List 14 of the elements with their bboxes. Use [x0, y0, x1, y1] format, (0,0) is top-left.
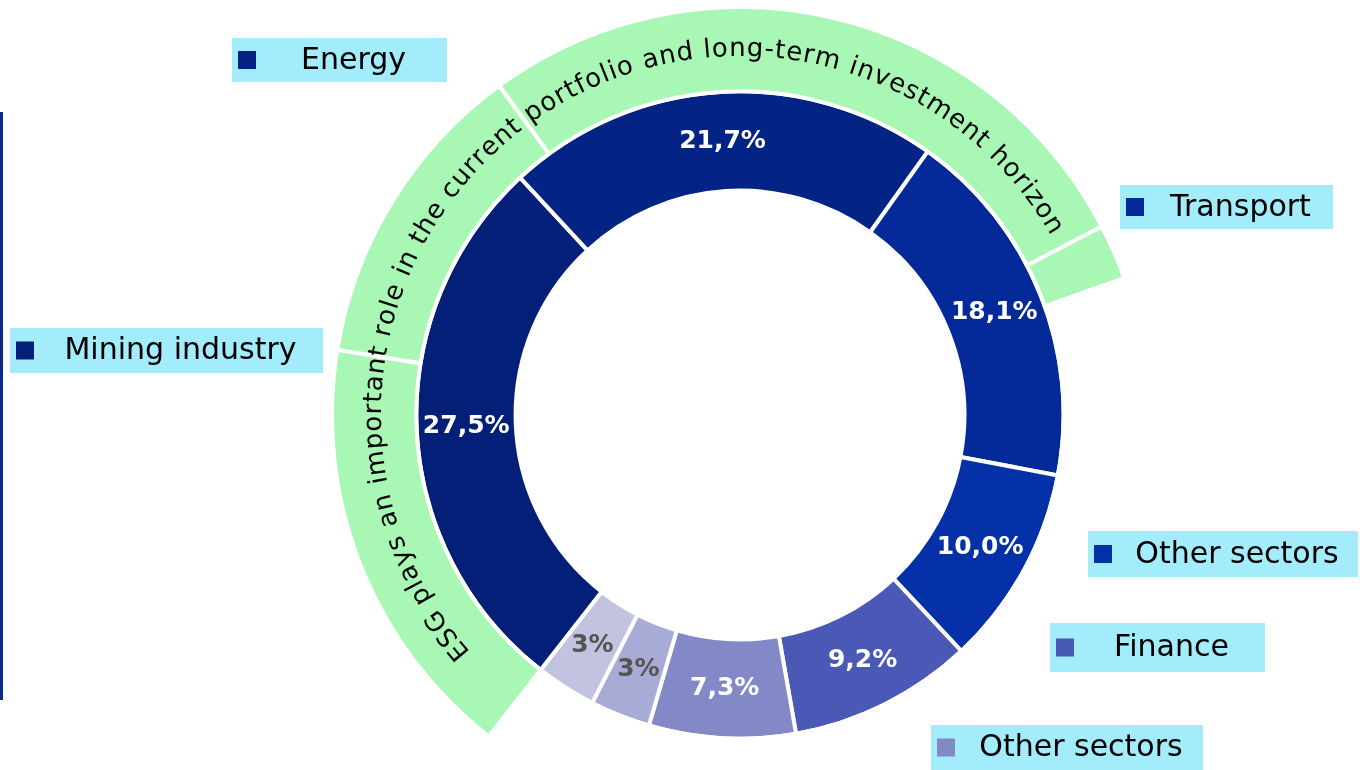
- legend-label: Other sectors: [1135, 534, 1339, 570]
- legend-label: Energy: [300, 40, 407, 76]
- legend-label: Transport: [1169, 187, 1312, 223]
- legend-label: Other sectors: [979, 728, 1183, 764]
- legend-label: Mining industry: [64, 331, 297, 367]
- data-label: 21,7%: [679, 125, 766, 155]
- data-label: 10,0%: [936, 530, 1024, 560]
- data-label: 9,2%: [827, 643, 898, 673]
- data-label: 3%: [571, 629, 614, 659]
- data-label: 3%: [617, 652, 660, 682]
- legend-label: Finance: [1114, 628, 1229, 664]
- data-label: 18,1%: [950, 296, 1038, 326]
- data-label: 7,3%: [690, 672, 760, 702]
- data-label: 27,5%: [422, 409, 510, 439]
